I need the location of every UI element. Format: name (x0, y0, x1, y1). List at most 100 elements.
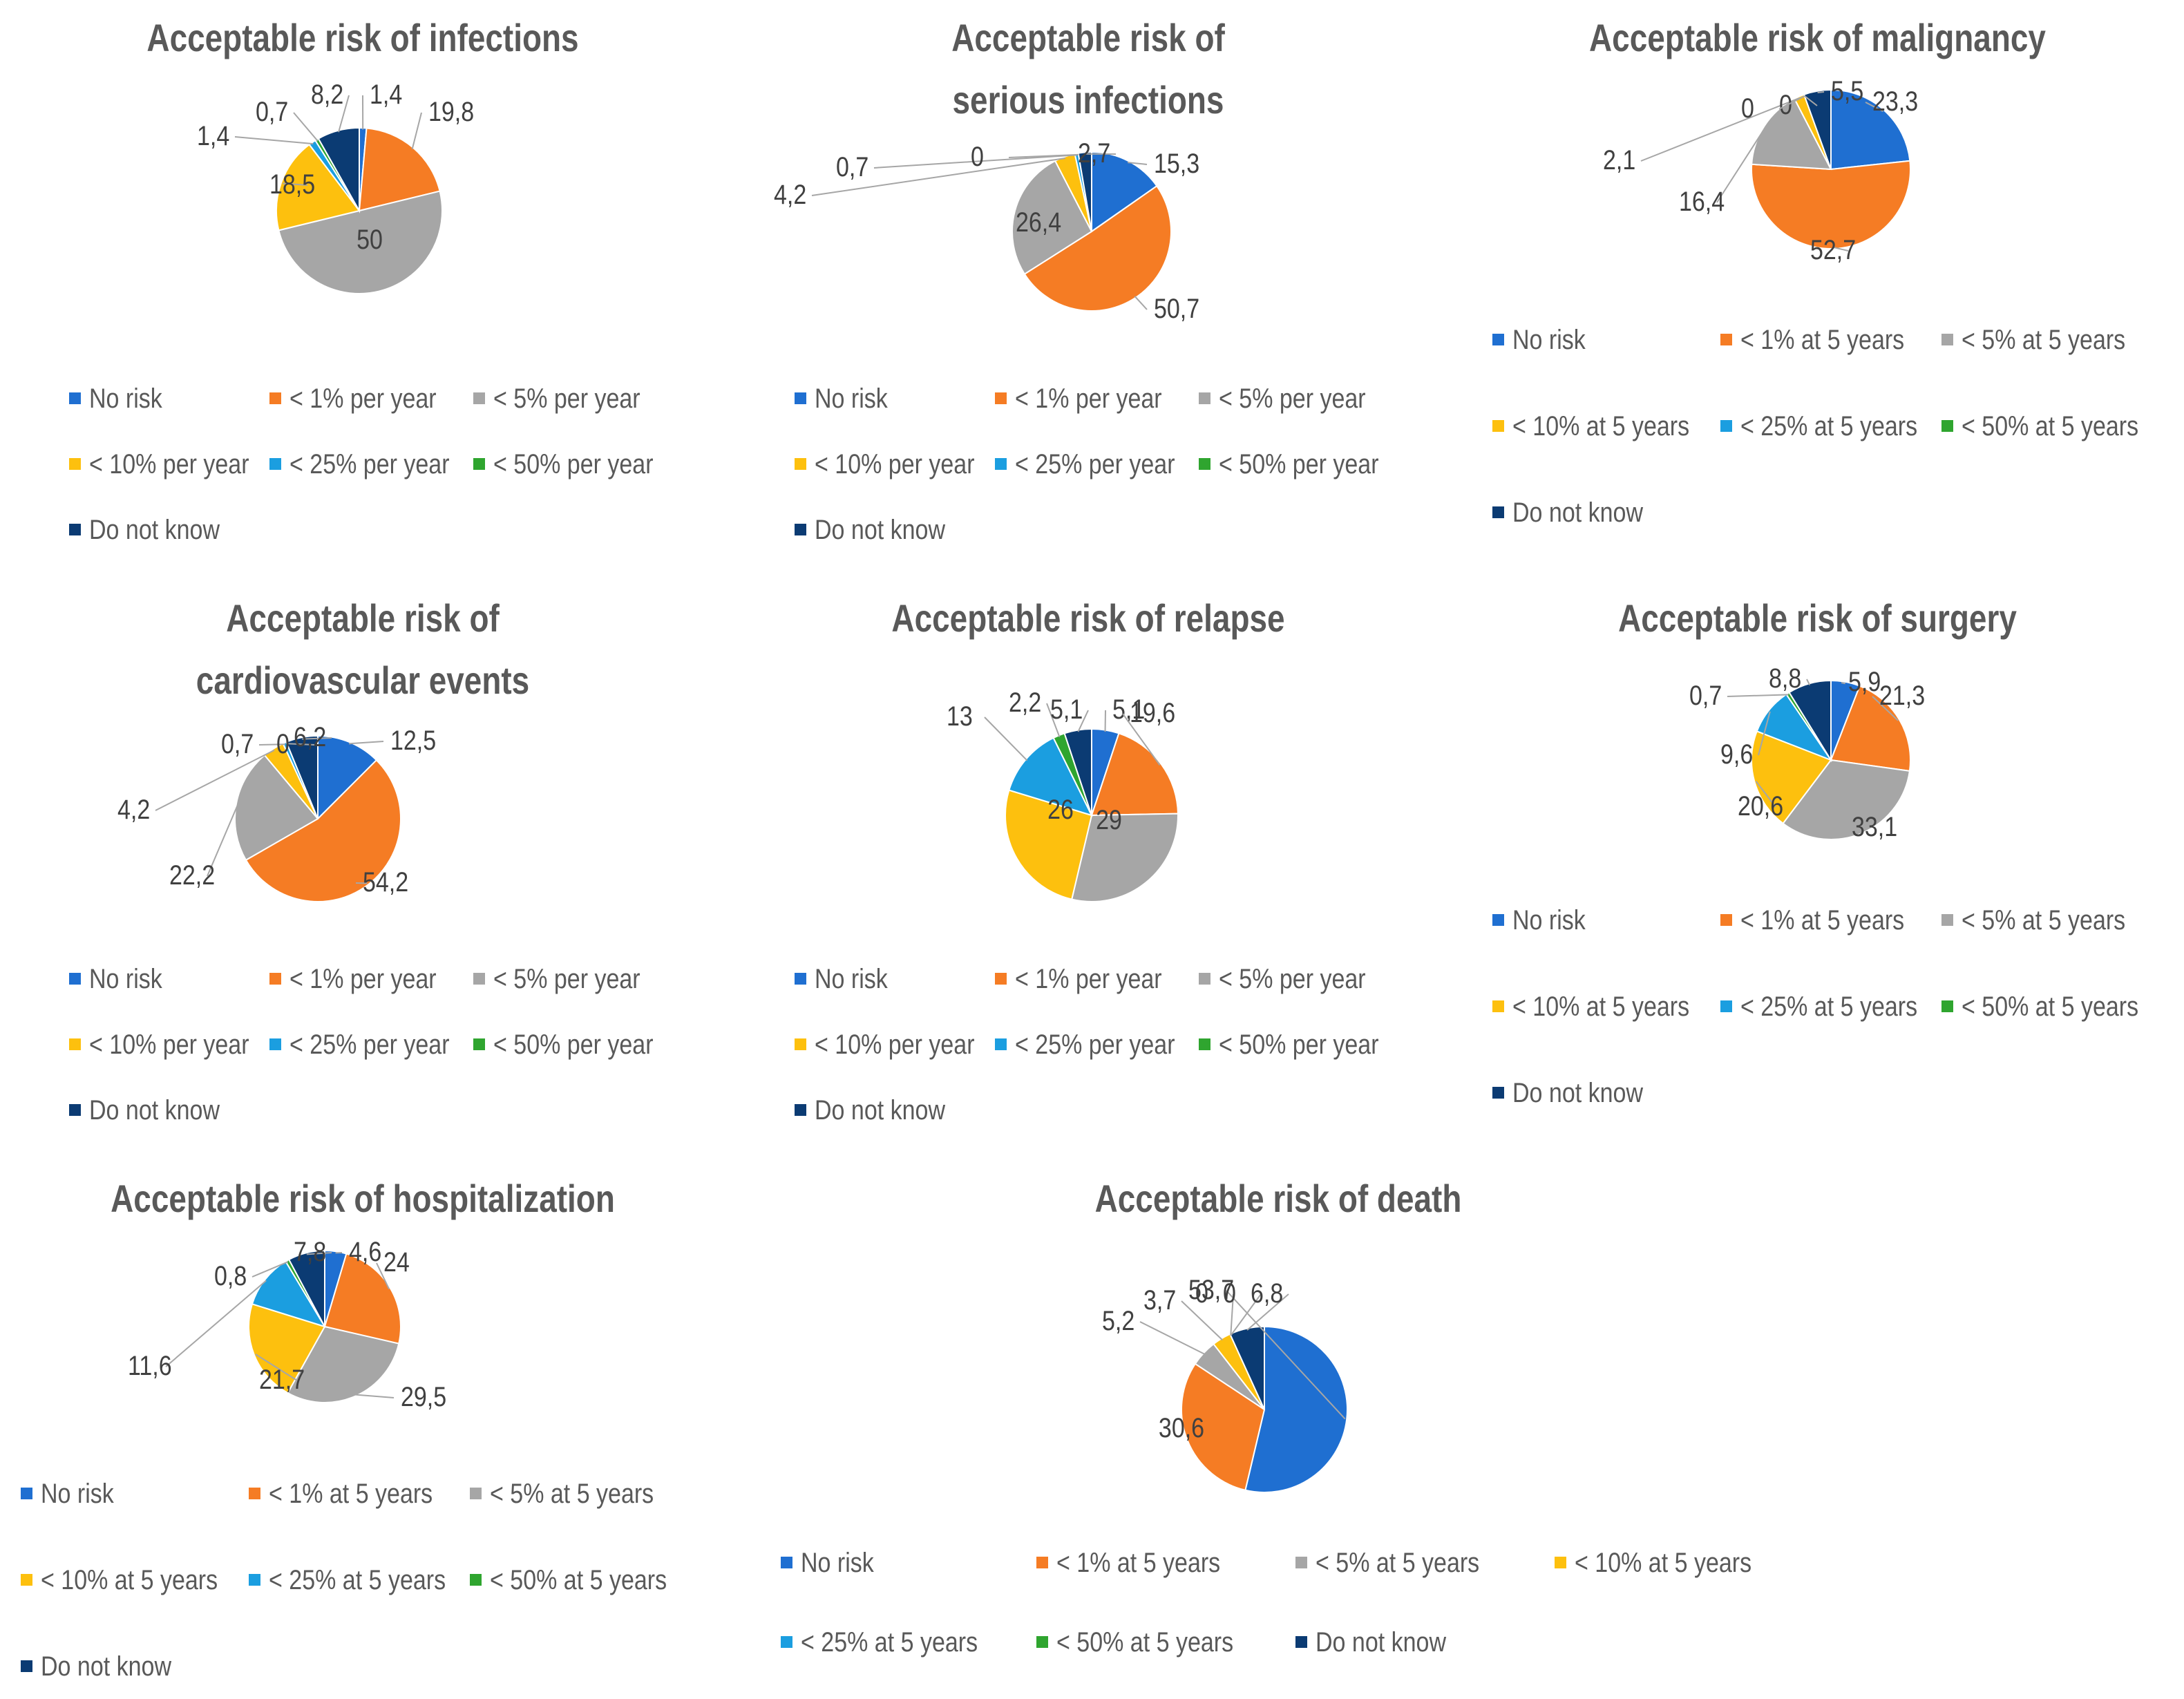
legend-swatch (1295, 1635, 1307, 1648)
leader-line (258, 743, 285, 746)
data-label-do-not-know: 8,8 (1769, 662, 1801, 693)
data-label-lt-50: 0,7 (256, 95, 288, 126)
legend-swatch (1492, 913, 1504, 926)
data-label-do-not-know: 8,2 (311, 78, 343, 109)
leader-line (155, 749, 275, 811)
legend-item-lt-50: < 50% per year (1199, 1029, 1407, 1061)
pie-slice-lt-5 (1782, 759, 1911, 840)
legend-item-lt-5: < 5% at 5 years (470, 1479, 683, 1510)
legend-item-do-not-know: Do not know (21, 1651, 194, 1682)
chart-title: Acceptable risk of infections (146, 16, 579, 59)
legend-swatch (473, 457, 485, 470)
legend-label: < 10% at 5 years (1512, 991, 1690, 1022)
legend-label: Do not know (41, 1651, 171, 1682)
leader-line (1230, 1293, 1262, 1336)
legend-item-no-risk: No risk (69, 964, 175, 995)
legend-swatch (795, 972, 806, 985)
pie-chart: 12,5 54,2 22,2 4,2 0,7 0 6,2 (117, 721, 436, 902)
leader-line (1716, 126, 1767, 203)
pie-slice-no-risk (1091, 151, 1158, 233)
pie-slice-no-risk (1830, 88, 1911, 171)
data-label-no-risk: 15,3 (1154, 147, 1199, 178)
legend-label: No risk (41, 1479, 114, 1509)
legend-item-lt-1: < 1% per year (269, 383, 462, 415)
legend-label: < 50% at 5 years (1056, 1627, 1234, 1658)
data-label-lt-5: 50 (357, 223, 383, 254)
legend-label: Do not know (1316, 1627, 1446, 1658)
leader-line (255, 1354, 298, 1381)
pie-slice-lt-5 (1070, 813, 1179, 902)
legend-label: < 10% at 5 years (41, 1565, 218, 1595)
leader-line (411, 112, 422, 150)
legend-label: No risk (815, 964, 888, 994)
legend-label: < 5% at 5 years (1962, 325, 2126, 355)
data-label-lt-1: 30,6 (1159, 1412, 1204, 1443)
legend-item-do-not-know: Do not know (795, 515, 968, 546)
legend-swatch (473, 392, 485, 404)
legend-item-lt-1: < 1% at 5 years (1720, 325, 1933, 356)
data-label-lt-1: 52,7 (1810, 234, 1856, 265)
data-label-lt-5: 26,4 (1016, 206, 1061, 237)
legend-label: < 25% at 5 years (1740, 991, 1918, 1022)
leader-line (1755, 781, 1776, 808)
legend-item-lt-25: < 25% at 5 years (249, 1565, 477, 1596)
legend-label: Do not know (89, 1095, 220, 1126)
pie-slice-do-not-know (1228, 1325, 1265, 1410)
legend-item-lt-50: < 50% at 5 years (1941, 411, 2169, 442)
leader-line (1804, 95, 1818, 106)
legend-item-do-not-know: Do not know (1295, 1627, 1469, 1658)
data-label-lt-10: 3,7 (1143, 1284, 1176, 1315)
legend-item-lt-5: < 5% per year (473, 964, 666, 995)
legend-label: No risk (815, 383, 888, 414)
legend-item-lt-1: < 1% at 5 years (1036, 1548, 1249, 1579)
pie-slice-lt-1 (1090, 732, 1179, 817)
leader-line (287, 743, 315, 746)
legend-swatch (21, 1487, 32, 1499)
data-label-lt-5: 22,2 (169, 859, 215, 890)
leader-line (306, 1252, 332, 1255)
legend-item-lt-25: < 25% per year (995, 449, 1203, 480)
legend-swatch (995, 1038, 1007, 1050)
legend-label: < 5% per year (493, 383, 640, 414)
legend-swatch (1555, 1556, 1566, 1568)
pie-slice-do-not-know (317, 126, 360, 213)
legend-item-lt-1: < 1% per year (995, 964, 1188, 995)
leader-line (1758, 711, 1771, 756)
pie-chart: 4,6 24 29,5 21,7 11,6 0,8 7,8 (128, 1235, 446, 1412)
leader-line (376, 1262, 390, 1290)
legend-item-do-not-know: Do not know (69, 1095, 243, 1126)
legend-item-lt-1: < 1% per year (269, 964, 462, 995)
legend-label: < 50% at 5 years (1962, 411, 2139, 442)
leader-line (348, 741, 384, 745)
legend-label: Do not know (815, 515, 945, 545)
leader-line (1008, 153, 1079, 158)
chart-serious-infections: Acceptable risk of serious infections 15… (725, 0, 1451, 573)
data-label-lt-50: 0 (276, 728, 289, 759)
legend-label: < 5% per year (1219, 383, 1366, 414)
data-label-lt-50: 0,8 (214, 1260, 247, 1291)
pie-slice-lt-1 (323, 1253, 401, 1345)
chart-title: Acceptable risk of malignancy (1589, 16, 2046, 59)
legend-label: < 50% at 5 years (490, 1565, 667, 1595)
data-label-lt-1: 50,7 (1154, 292, 1199, 323)
legend-label: Do not know (1512, 1078, 1643, 1108)
pie-chart: 5,921,3 33,1 20,6 9,6 0,7 8,8 (1689, 662, 1925, 842)
legend-item-lt-25: < 25% at 5 years (1720, 991, 1948, 1023)
legend-swatch (69, 392, 81, 404)
chart-title: Acceptable risk of surgery (1618, 596, 2017, 640)
legend-swatch (473, 1038, 485, 1050)
chart-title: Acceptable risk of serious infections (951, 16, 1225, 122)
pie-slice-do-not-know (1077, 151, 1092, 232)
legend-swatch (795, 523, 806, 535)
chart-malignancy: Acceptable risk of malignancy 23,3 52,7 16… (1451, 0, 2184, 573)
data-label-do-not-know: 2,7 (1078, 137, 1110, 168)
chart-title: Acceptable risk of cardiovascular events (196, 596, 530, 702)
legend-label: < 1% at 5 years (1056, 1548, 1221, 1578)
leader-line (1778, 95, 1805, 110)
legend-swatch (249, 1573, 260, 1586)
legend-swatch (69, 1038, 81, 1050)
pie-slice-no-risk (1244, 1325, 1348, 1493)
leader-line (1806, 678, 1811, 686)
legend-label: < 5% at 5 years (1962, 905, 2126, 936)
data-label-no-risk: 1,4 (370, 78, 402, 109)
